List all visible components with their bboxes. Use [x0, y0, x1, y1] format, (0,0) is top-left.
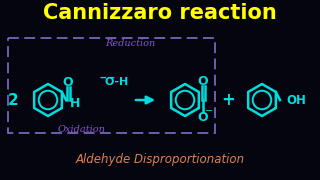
Text: +: +	[221, 91, 235, 109]
Text: OH: OH	[286, 93, 306, 107]
Text: O: O	[63, 75, 73, 89]
Text: H: H	[70, 96, 80, 109]
Text: ̅O̅-H: ̅O̅-H	[105, 77, 129, 87]
Bar	[8, 38, 215, 133]
Text: O: O	[198, 75, 208, 87]
Text: Reduction: Reduction	[105, 39, 155, 48]
Text: −: −	[205, 106, 213, 116]
Text: O: O	[198, 111, 208, 123]
Text: 2: 2	[8, 93, 18, 107]
Text: Cannizzaro reaction: Cannizzaro reaction	[43, 3, 277, 23]
Text: Aldehyde Disproportionation: Aldehyde Disproportionation	[76, 154, 244, 166]
Text: Oxidation: Oxidation	[58, 125, 106, 134]
